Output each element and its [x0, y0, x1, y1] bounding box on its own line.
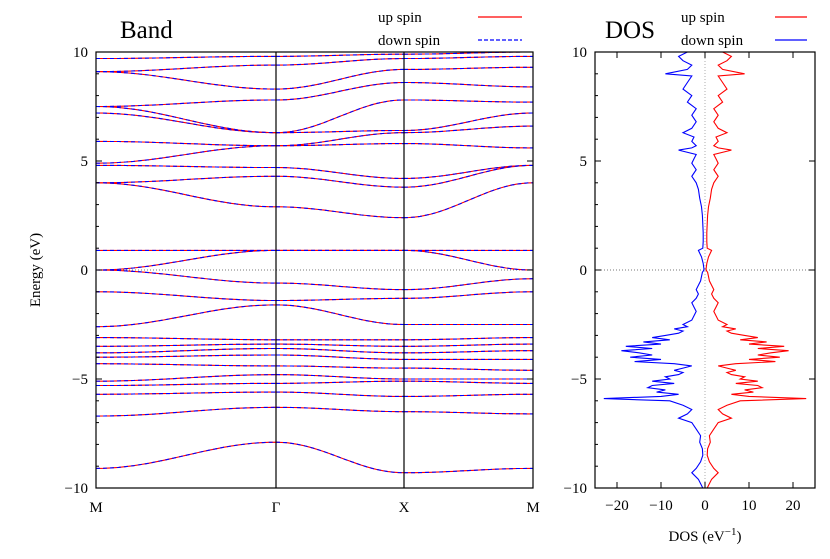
band-down-line [96, 291, 533, 302]
dos-down-line [603, 52, 705, 488]
dos-x-axis-label-sup: −1 [725, 526, 737, 538]
band-down-line [96, 55, 533, 73]
band-down-line [96, 354, 533, 360]
dos-y-tick-label: −10 [564, 481, 587, 497]
band-kpoint-label: M [89, 500, 102, 516]
band-down-line [96, 182, 533, 219]
band-up-line [96, 143, 533, 164]
band-y-tick-label: 0 [81, 263, 89, 279]
band-down-line [96, 81, 533, 108]
band-down-line [96, 164, 533, 188]
band-down-line [96, 99, 533, 134]
dos-y-tick-label: 10 [572, 45, 587, 61]
band-down-line [96, 347, 533, 354]
dos-up-line [705, 52, 807, 488]
band-kpoint-label: M [526, 500, 539, 516]
band-down-line [96, 337, 533, 341]
band-up-line [96, 441, 533, 474]
band-down-line [96, 66, 533, 90]
band-legend: up spin down spin [378, 10, 522, 49]
dos-y-tick-label: 0 [580, 263, 588, 279]
band-down-line [96, 363, 533, 371]
band-down-line [96, 304, 533, 328]
band-up-line [96, 291, 533, 302]
dos-x-tick-label: 10 [742, 498, 757, 514]
band-kpoint-label: Γ [272, 500, 281, 516]
dos-legend: up spin down spin [681, 10, 807, 49]
band-kpoint-label: X [399, 500, 410, 516]
band-up-line [96, 81, 533, 108]
band-y-axis-label: Energy (eV) [28, 233, 44, 307]
band-down-line [96, 164, 533, 179]
band-title: Band [120, 17, 173, 44]
dos-x-axis-label-main: DOS (eV [669, 529, 725, 545]
band-y-tick-label: 10 [73, 45, 88, 61]
band-down-line [96, 343, 533, 347]
dos-y-tick-label: 5 [580, 154, 588, 170]
band-down-line [96, 143, 533, 164]
band-down-line [96, 380, 533, 387]
dos-curves [603, 52, 807, 488]
band-down-line [96, 441, 533, 474]
band-frame [95, 51, 534, 489]
band-up-line [96, 66, 533, 90]
dos-y-tick-label: −5 [571, 372, 587, 388]
band-y-tick-label: 5 [81, 154, 89, 170]
band-down-line [96, 391, 533, 397]
dos-title: DOS [605, 17, 655, 44]
band-down-line [96, 269, 533, 291]
dos-x-tick-label: −10 [649, 498, 672, 514]
band-legend-up-label: up spin [378, 10, 422, 26]
band-up-line [96, 269, 533, 291]
dos-plot-area: 10 5 0 −5 −10 −20 −10 0 10 20 [564, 45, 816, 514]
dos-x-tick-label: 0 [701, 498, 709, 514]
band-down-line [96, 125, 533, 147]
band-y-tick-label: −5 [72, 372, 88, 388]
band-up-line [96, 304, 533, 328]
dos-legend-up-label: up spin [681, 10, 725, 26]
band-down-line [96, 374, 533, 382]
dos-x-tick-label: 20 [786, 498, 801, 514]
dos-x-tick-label: −20 [605, 498, 628, 514]
dos-legend-down-label: down spin [681, 33, 744, 49]
dos-x-axis-label: DOS (eV−1) [669, 526, 742, 545]
band-down-line [96, 406, 533, 417]
dos-x-axis-label-close: ) [736, 529, 741, 545]
band-down-line [96, 249, 533, 271]
band-y-tick-label: −10 [65, 481, 88, 497]
band-down-line [96, 112, 533, 134]
band-legend-down-label: down spin [378, 33, 441, 49]
band-curves [96, 52, 533, 474]
